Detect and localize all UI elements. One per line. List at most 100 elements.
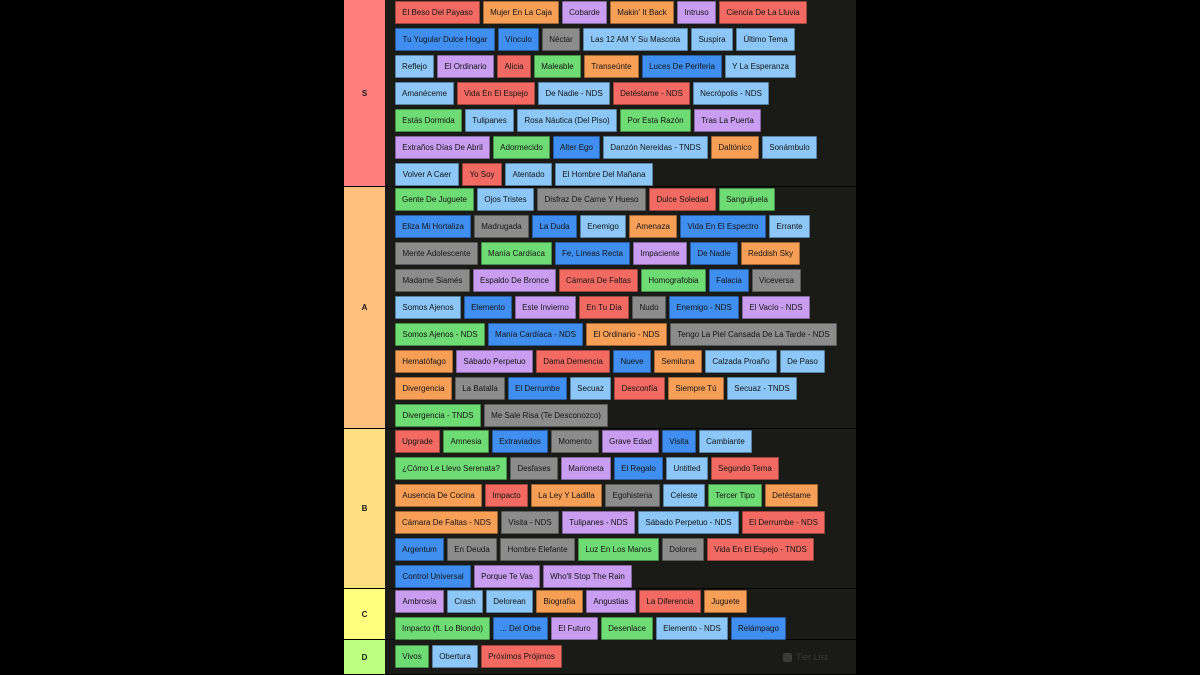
song-chip[interactable]: Tengo La Piel Cansada De La Tarde - NDS [670,323,837,346]
song-chip[interactable]: Sanguijuela [719,188,775,211]
song-chip[interactable]: La Duda [532,215,577,238]
song-chip[interactable]: Alter Ego [553,136,600,159]
song-chip[interactable]: De Paso [780,350,825,373]
song-chip[interactable]: Sábado Perpetuo - NDS [638,511,739,534]
song-chip[interactable]: Espaldo De Bronce [473,269,556,292]
song-chip[interactable]: Detéstame [765,484,818,507]
song-chip[interactable]: Rosa Náutica (Del Piso) [517,109,617,132]
song-chip[interactable]: Visita [662,430,696,453]
song-chip[interactable]: Alicia [497,55,531,78]
song-chip[interactable]: Elemento [464,296,512,319]
song-chip[interactable]: Nudo [632,296,666,319]
song-chip[interactable]: Tulipanes [465,109,514,132]
song-chip[interactable]: ... Del Orbe [493,617,548,640]
song-chip[interactable]: Somos Ajenos - NDS [395,323,485,346]
song-chip[interactable]: Madame Siamés [395,269,470,292]
song-chip[interactable]: En Deuda [447,538,497,561]
song-chip[interactable]: Biografía [536,590,583,613]
song-chip[interactable]: Enemigo [580,215,626,238]
song-chip[interactable]: Secuaz [570,377,611,400]
song-chip[interactable]: Cámara De Faltas - NDS [395,511,498,534]
song-chip[interactable]: Mujer En La Caja [483,1,559,24]
song-chip[interactable]: Untitled [666,457,708,480]
song-chip[interactable]: Crash [447,590,483,613]
song-chip[interactable]: ¿Cómo Le Llevo Serenata? [395,457,507,480]
song-chip[interactable]: Porque Te Vas [474,565,540,588]
song-chip[interactable]: Volver A Caer [395,163,459,186]
song-chip[interactable]: Nueve [613,350,651,373]
song-chip[interactable]: Gente De Juguete [395,188,474,211]
song-chip[interactable]: Sonámbulo [762,136,817,159]
song-chip[interactable]: Egohisteria [605,484,660,507]
song-chip[interactable]: Desenlace [601,617,653,640]
song-chip[interactable]: Vida En El Espejo - TNDS [707,538,814,561]
song-chip[interactable]: El Beso Del Payaso [395,1,480,24]
song-chip[interactable]: Cobarde [562,1,607,24]
song-chip[interactable]: Tulipanes - NDS [562,511,635,534]
song-chip[interactable]: Control Universal [395,565,471,588]
song-chip[interactable]: Último Tema [736,28,795,51]
song-chip[interactable]: Reflejo [395,55,434,78]
song-chip[interactable]: Suspira [691,28,733,51]
song-chip[interactable]: Manía Cardíaca [481,242,552,265]
song-chip[interactable]: El Derrumbe - NDS [742,511,825,534]
song-chip[interactable]: Danzón Nereidas - TNDS [603,136,708,159]
song-chip[interactable]: Homografobia [641,269,706,292]
tier-label-c[interactable]: C [344,589,385,639]
song-chip[interactable]: Cámara De Faltas [559,269,638,292]
song-chip[interactable]: Cambiante [699,430,752,453]
song-chip[interactable]: Obertura [432,645,478,668]
tier-label-d[interactable]: D [344,640,385,674]
song-chip[interactable]: Luces De Periferia [642,55,722,78]
song-chip[interactable]: Dulce Soledad [649,188,716,211]
song-chip[interactable]: Vida En El Espectro [680,215,766,238]
song-chip[interactable]: Estás Dormida [395,109,462,132]
song-chip[interactable]: Tu Yugular Dulce Hogar [395,28,495,51]
song-chip[interactable]: Extraviados [492,430,548,453]
song-chip[interactable]: El Derrumbe [508,377,567,400]
song-chip[interactable]: Maleable [534,55,581,78]
song-chip[interactable]: Fe, Líneas Recta [555,242,630,265]
song-chip[interactable]: Divergencia - TNDS [395,404,481,427]
song-chip[interactable]: Elemento - NDS [656,617,728,640]
song-chip[interactable]: Dolores [662,538,704,561]
song-chip[interactable]: La Batalla [455,377,505,400]
song-chip[interactable]: Relámpago [731,617,786,640]
song-chip[interactable]: El Ordinario - NDS [586,323,667,346]
song-chip[interactable]: Desfases [510,457,558,480]
song-chip[interactable]: Vida En El Espejo [457,82,535,105]
song-chip[interactable]: Ausencia De Cocina [395,484,482,507]
song-chip[interactable]: Enemigo - NDS [669,296,739,319]
song-chip[interactable]: Amnesia [443,430,489,453]
song-chip[interactable]: Mente Adolescente [395,242,478,265]
song-chip[interactable]: El Futuro [551,617,598,640]
song-chip[interactable]: El Ordinario [437,55,494,78]
song-chip[interactable]: Necrópolis - NDS [693,82,769,105]
song-chip[interactable]: Divergencia [395,377,452,400]
song-chip[interactable]: Néctar [542,28,580,51]
song-chip[interactable]: Impacto (ft. Lo Blondo) [395,617,490,640]
song-chip[interactable]: Argentum [395,538,444,561]
song-chip[interactable]: Viceversa [752,269,801,292]
song-chip[interactable]: Ciencia De La Lluvia [719,1,807,24]
song-chip[interactable]: Daltónico [711,136,759,159]
song-chip[interactable]: Próximos Prójimos [481,645,562,668]
song-chip[interactable]: Vínculo [498,28,539,51]
song-chip[interactable]: Errante [769,215,810,238]
tier-label-b[interactable]: B [344,429,385,588]
song-chip[interactable]: Ojos Tristes [477,188,534,211]
song-chip[interactable]: Who'll Stop The Rain [543,565,632,588]
tier-label-a[interactable]: A [344,187,385,428]
song-chip[interactable]: Madrugada [474,215,529,238]
song-chip[interactable]: Este Invierno [515,296,576,319]
tier-label-s[interactable]: S [344,0,385,186]
song-chip[interactable]: Angustias [586,590,636,613]
song-chip[interactable]: El Regalo [614,457,663,480]
song-chip[interactable]: Upgrade [395,430,440,453]
song-chip[interactable]: Atentado [505,163,552,186]
song-chip[interactable]: Segundo Tema [711,457,779,480]
song-chip[interactable]: Disfraz De Carne Y Hueso [537,188,646,211]
song-chip[interactable]: Intruso [677,1,716,24]
song-chip[interactable]: Amanéceme [395,82,454,105]
song-chip[interactable]: Tercer Tipo [708,484,762,507]
